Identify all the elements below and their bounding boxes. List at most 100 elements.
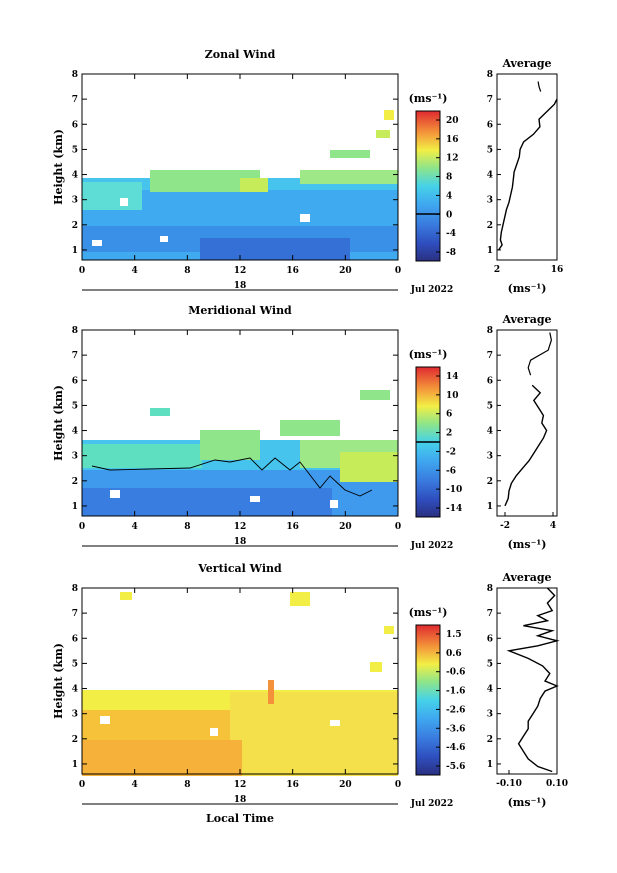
avg-y-tick-label: 7: [487, 95, 493, 105]
y-tick-label: 2: [72, 477, 78, 487]
avg-y-tick-label: 2: [487, 735, 493, 745]
y-tick-label: 3: [72, 196, 78, 206]
y-axis-label: Height (km): [52, 385, 65, 461]
x-tick-label: 8: [184, 266, 190, 276]
x-tick-label: 20: [339, 522, 352, 532]
average-profile-upper: [527, 332, 553, 376]
x-tick-label: 0: [79, 266, 85, 276]
y-tick-label: 8: [72, 326, 78, 336]
avg-y-tick-label: 3: [487, 710, 493, 720]
average-frame: [496, 73, 558, 261]
avg-y-tick-label: 8: [487, 326, 493, 336]
avg-x-tick-label: 4: [550, 521, 556, 531]
x-tick-label: 0: [395, 780, 401, 790]
date-label: 18: [234, 281, 247, 291]
y-tick-label: 7: [72, 351, 78, 361]
average-plot: 1 2 3 4 5 6 7 8 -0.10 0.10: [487, 584, 568, 789]
y-axis: 1 2 3 4 5 6 7 8: [72, 70, 398, 256]
colorbar-unit: (ms⁻¹): [409, 606, 448, 619]
x-tick-label: 4: [132, 780, 138, 790]
average-profile-line: [498, 98, 558, 251]
x-tick-label: 16: [286, 266, 299, 276]
avg-y-tick-label: 5: [487, 659, 493, 669]
x-axis: 0 4 8 12 16 20 0: [79, 330, 401, 532]
x-tick-label: 12: [234, 780, 247, 790]
average-frame: [496, 329, 558, 517]
colorbar-tick-label: -2: [446, 447, 456, 457]
date-label: 18: [234, 537, 247, 547]
colorbar-tick-label: -5.6: [446, 762, 465, 772]
avg-y-tick-label: 4: [487, 171, 493, 181]
y-tick-label: 3: [72, 710, 78, 720]
avg-y-tick-label: 5: [487, 401, 493, 411]
average-xlabel: (ms⁻¹): [508, 282, 547, 295]
avg-y-tick-label: 4: [487, 427, 493, 437]
y-tick-label: 4: [72, 171, 78, 181]
colorbar-tick-label: 0: [446, 210, 452, 220]
avg-y-tick-label: 3: [487, 196, 493, 206]
colorbar-tick-label: -0.6: [446, 668, 465, 678]
x-tick-label: 8: [184, 780, 190, 790]
date-suffix: Jul 2022: [410, 285, 453, 295]
x-tick-label: 12: [234, 522, 247, 532]
colorbar-ticks: 20 16 12 8 4 0 -4 -8: [436, 116, 459, 258]
colorbar-tick-label: 12: [446, 154, 459, 164]
avg-y-tick-label: 1: [487, 502, 493, 512]
colorbar-tick-label: 6: [446, 410, 452, 420]
y-tick-label: 6: [72, 376, 78, 386]
y-tick-label: 7: [72, 609, 78, 619]
avg-y-tick-label: 1: [487, 760, 493, 770]
average-xlabel: (ms⁻¹): [508, 538, 547, 551]
y-tick-label: 5: [72, 659, 78, 669]
colorbar-tick-label: 10: [446, 391, 459, 401]
y-tick-label: 1: [72, 246, 78, 256]
y-tick-label: 7: [72, 95, 78, 105]
avg-y-tick-label: 3: [487, 452, 493, 462]
colorbar: [415, 624, 441, 776]
y-tick-label: 8: [72, 70, 78, 80]
colorbar-tick-label: -3.6: [446, 724, 465, 734]
average-profile-line: [506, 587, 560, 773]
x-tick-label: 16: [286, 522, 299, 532]
colorbar-tick-label: 4: [446, 191, 452, 201]
x-tick-label: 0: [395, 522, 401, 532]
y-tick-label: 5: [72, 145, 78, 155]
y-tick-label: 3: [72, 452, 78, 462]
colorbar-tick-label: 1.5: [446, 630, 462, 640]
colorbar-tick-label: -14: [446, 504, 462, 514]
y-tick-label: 4: [72, 685, 78, 695]
avg-y-tick-label: 2: [487, 221, 493, 231]
y-tick-label: 4: [72, 427, 78, 437]
avg-y-tick-label: 6: [487, 376, 493, 386]
x-tick-label: 0: [79, 522, 85, 532]
colorbar-ticks: 14 10 6 2 -2 -6 -10 -14: [436, 372, 462, 514]
y-tick-label: 2: [72, 221, 78, 231]
y-tick-label: 1: [72, 502, 78, 512]
x-tick-label: 16: [286, 780, 299, 790]
colorbar-tick-label: 14: [446, 372, 459, 382]
colorbar-unit: (ms⁻¹): [409, 92, 448, 105]
x-tick-label: 4: [132, 266, 138, 276]
avg-y-tick-label: 6: [487, 120, 493, 130]
date-suffix: Jul 2022: [410, 799, 453, 809]
x-tick-label: 12: [234, 266, 247, 276]
colorbar-ticks: 1.5 0.6 -0.6 -1.6 -2.6 -3.6 -4.6 -5.6: [436, 630, 465, 772]
avg-x-tick-label: 16: [551, 265, 564, 275]
heatmap-field: [82, 390, 398, 516]
avg-y-tick-label: 8: [487, 70, 493, 80]
y-tick-label: 5: [72, 401, 78, 411]
colorbar-tick-label: -6: [446, 466, 456, 476]
avg-y-tick-label: 1: [487, 246, 493, 256]
colorbar-tick-label: -4.6: [446, 743, 465, 753]
average-title: Average: [501, 313, 551, 326]
heatmap-field: [82, 592, 398, 776]
y-axis: 1 2 3 4 5 6 7 8: [72, 584, 398, 770]
average-profile-line: [504, 384, 548, 507]
y-axis: 1 2 3 4 5 6 7 8: [72, 326, 398, 512]
date-label: 18: [234, 795, 247, 805]
avg-x-tick-label: -2: [500, 521, 510, 531]
avg-y-tick-label: 5: [487, 145, 493, 155]
